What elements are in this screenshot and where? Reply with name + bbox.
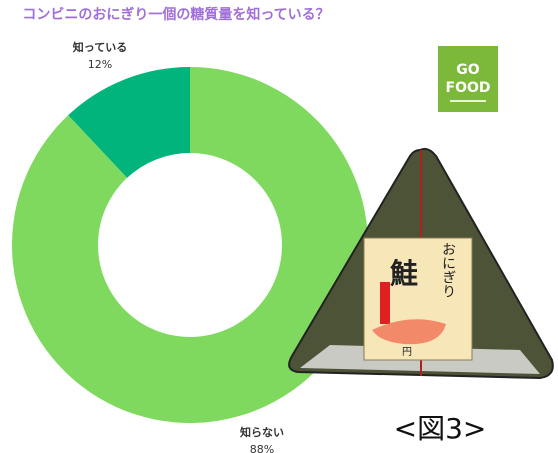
logo-text: FOOD	[446, 80, 491, 96]
logo: GO FOOD	[438, 46, 498, 112]
caption: <図3>	[394, 412, 487, 445]
value-label: 12%	[88, 58, 112, 71]
slice-label: 知っている	[72, 40, 127, 54]
price-unit: 円	[402, 347, 412, 358]
red-bar	[380, 282, 390, 324]
logo-box	[438, 46, 498, 112]
filling-text: 鮭	[390, 257, 418, 290]
slice-label: 知らない	[239, 425, 284, 439]
chart-title: コンビニのおにぎり一個の糖質量を知っている？	[22, 6, 329, 23]
chart: コンビニのおにぎり一個の糖質量を知っている？ GO FOOD 鮭 おにぎり 円 …	[0, 0, 558, 453]
value-label: 88%	[250, 443, 274, 453]
name-text: おにぎり	[440, 242, 456, 298]
logo-text: GO	[456, 62, 479, 78]
